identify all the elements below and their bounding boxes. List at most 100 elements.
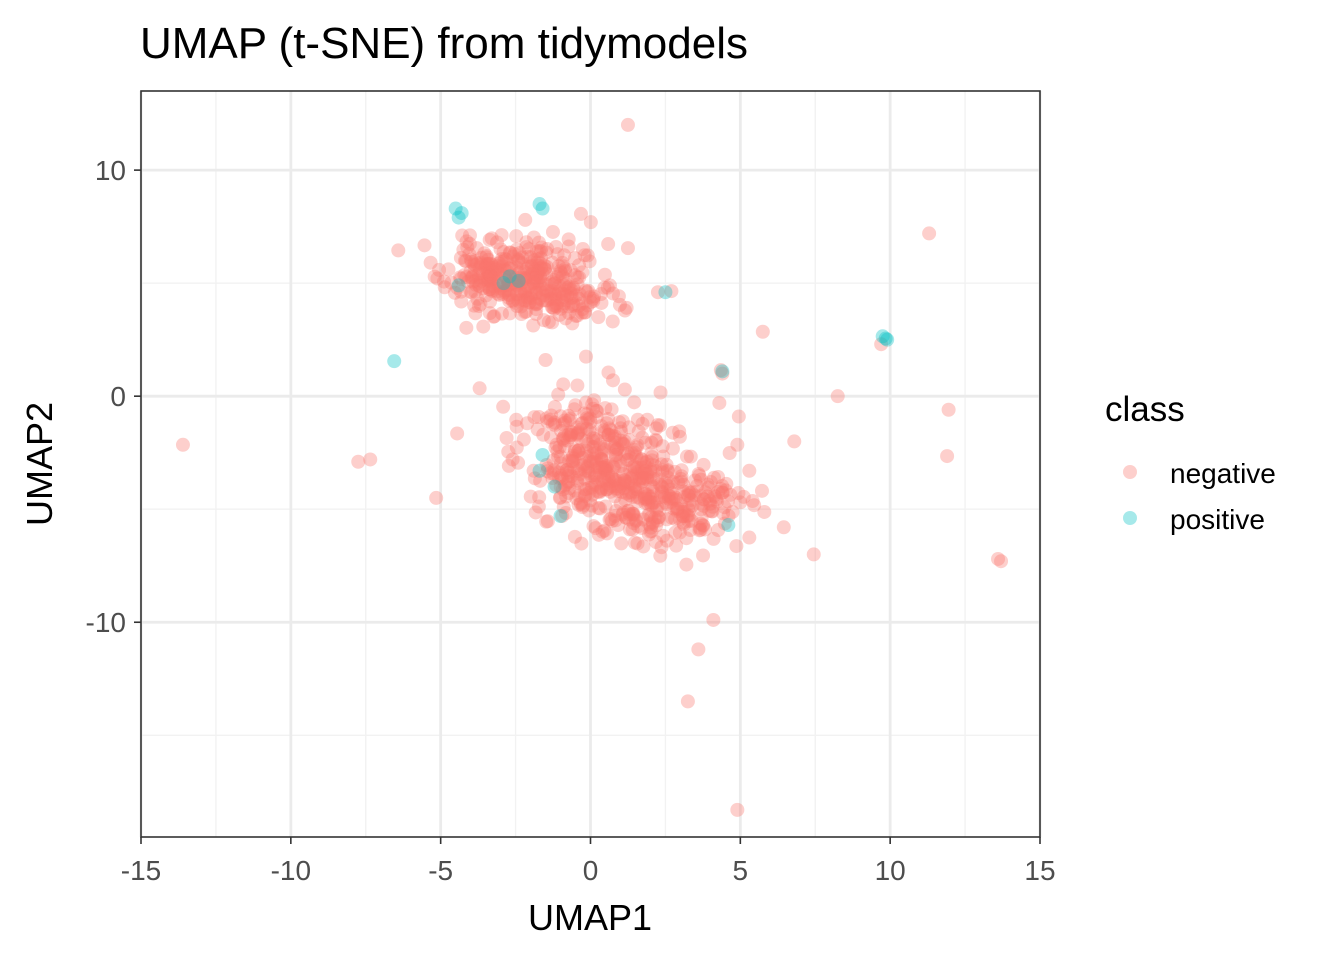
point-negative (626, 507, 641, 522)
point-negative (607, 489, 622, 504)
point-negative (555, 432, 570, 447)
point-negative (553, 490, 568, 505)
point-negative (621, 476, 636, 491)
point-negative (513, 270, 528, 285)
point-negative (583, 493, 598, 508)
point-negative (481, 266, 496, 281)
point-negative (514, 255, 529, 270)
point-positive (658, 285, 673, 300)
point-negative (618, 510, 633, 525)
point-negative (599, 459, 614, 474)
point-negative (543, 412, 558, 427)
point-negative (575, 302, 590, 317)
point-negative (806, 547, 821, 562)
point-negative (502, 287, 517, 302)
point-negative (529, 285, 544, 300)
point-negative (529, 267, 544, 282)
point-negative (731, 409, 746, 424)
point-negative (551, 267, 566, 282)
point-negative (538, 277, 553, 292)
point-negative (628, 442, 643, 457)
point-negative (514, 292, 529, 307)
point-negative (501, 458, 516, 473)
point-negative (630, 412, 645, 427)
point-negative (565, 450, 580, 465)
point-negative (517, 264, 532, 279)
point-negative (669, 538, 684, 553)
point-negative (922, 226, 937, 241)
point-negative (545, 300, 560, 315)
point-negative (594, 451, 609, 466)
point-positive (880, 332, 895, 347)
point-positive (532, 197, 547, 212)
point-negative (625, 522, 640, 537)
point-negative (581, 283, 596, 298)
point-negative (698, 522, 713, 537)
point-negative (647, 495, 662, 510)
point-negative (549, 296, 564, 311)
point-negative (537, 262, 552, 277)
point-negative (556, 417, 571, 432)
point-negative (722, 446, 737, 461)
point-negative (452, 270, 467, 285)
point-negative (520, 416, 535, 431)
point-negative (559, 293, 574, 308)
point-negative (646, 495, 661, 510)
point-negative (523, 489, 538, 504)
point-negative (684, 513, 699, 528)
point-negative (481, 280, 496, 295)
point-negative (627, 478, 642, 493)
point-negative (531, 274, 546, 289)
point-negative (654, 457, 669, 472)
point-negative (559, 465, 574, 480)
point-negative (547, 415, 562, 430)
point-negative (569, 491, 584, 506)
point-negative (589, 455, 604, 470)
point-negative (566, 448, 581, 463)
point-negative (601, 365, 616, 380)
point-negative (567, 461, 582, 476)
point-negative (637, 487, 652, 502)
point-negative (479, 257, 494, 272)
point-negative (628, 481, 643, 496)
point-negative (573, 497, 588, 512)
point-negative (557, 439, 572, 454)
point-negative (643, 520, 658, 535)
point-negative (588, 431, 603, 446)
point-negative (506, 273, 521, 288)
point-negative (593, 437, 608, 452)
point-negative (462, 228, 477, 243)
point-negative (580, 285, 595, 300)
point-negative (641, 527, 656, 542)
point-negative (665, 425, 680, 440)
point-negative (509, 419, 524, 434)
point-negative (536, 313, 551, 328)
point-negative (503, 268, 518, 283)
point-negative (571, 444, 586, 459)
point-negative (497, 283, 512, 298)
point-negative (474, 257, 489, 272)
point-negative (654, 490, 669, 505)
point-negative (579, 449, 594, 464)
point-negative (681, 514, 696, 529)
point-negative (645, 449, 660, 464)
point-negative (643, 462, 658, 477)
point-negative (587, 451, 602, 466)
point-negative (604, 469, 619, 484)
point-negative (591, 474, 606, 489)
point-negative (691, 642, 706, 657)
point-negative (538, 353, 553, 368)
point-negative (548, 287, 563, 302)
point-negative (602, 480, 617, 495)
point-negative (692, 520, 707, 535)
point-negative (543, 430, 558, 445)
point-negative (501, 278, 516, 293)
point-negative (482, 268, 497, 283)
point-negative (556, 259, 571, 274)
point-negative (444, 275, 459, 290)
x-tick-label: 0 (583, 855, 599, 886)
point-negative (511, 266, 526, 281)
point-negative (616, 437, 631, 452)
point-negative (665, 441, 680, 456)
point-negative (592, 485, 607, 500)
